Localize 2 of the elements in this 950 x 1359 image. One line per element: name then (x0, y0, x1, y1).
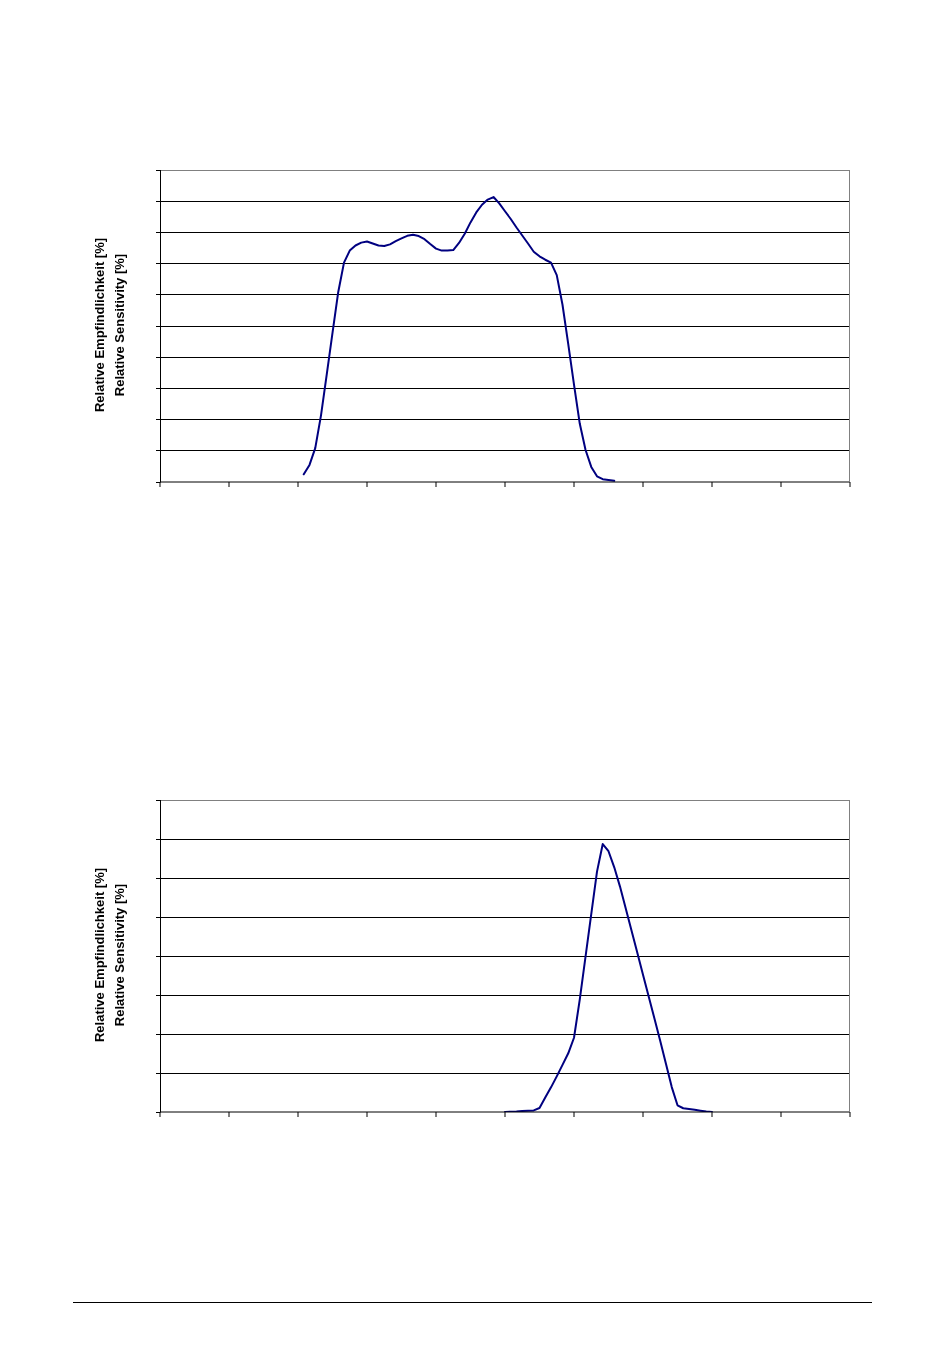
y-axis-title: Relative Empfindlichkeit [%] Relative Sensitivity [%] (91, 236, 128, 415)
y-axis-title: Relative Empfindlichkeit [%] Relative Sensitivity [%] (91, 866, 128, 1045)
